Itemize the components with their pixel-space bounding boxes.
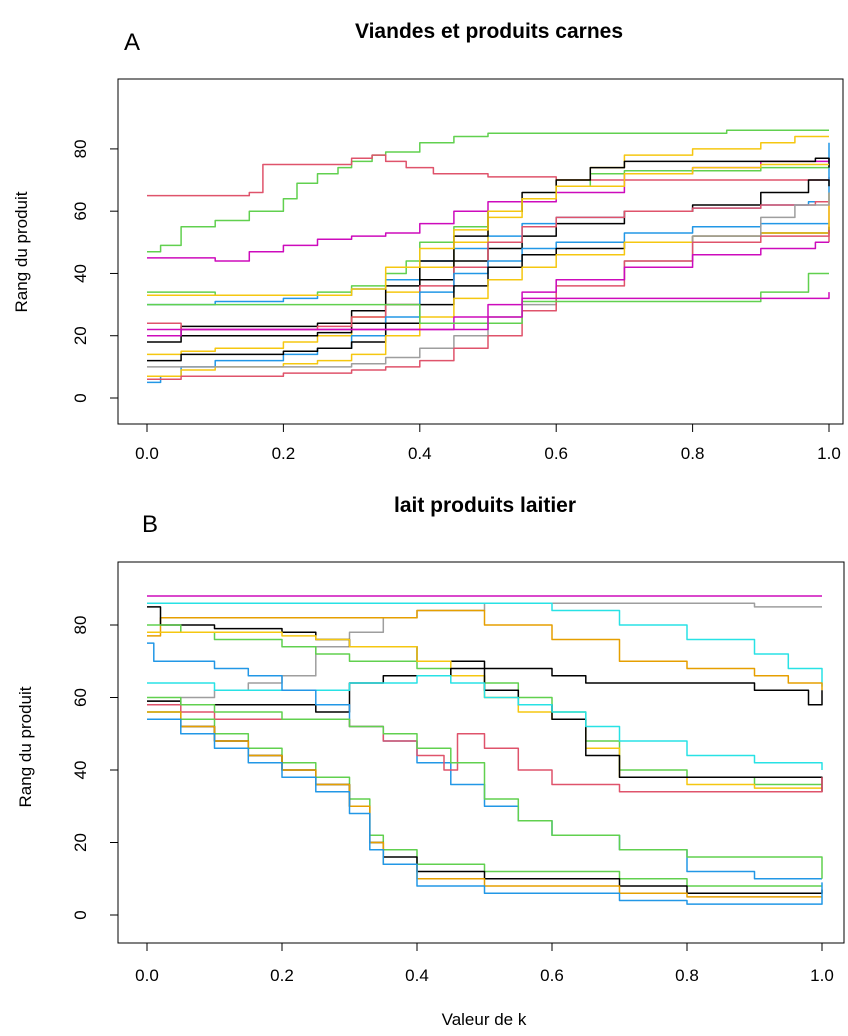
panel-b-series-line-8 xyxy=(147,667,823,792)
panel-b-series-line-12 xyxy=(147,696,823,879)
panel-a-letter: A xyxy=(124,29,140,56)
panel-b-x-tick-label: 0.2 xyxy=(270,966,294,985)
panel-a-series-line-17 xyxy=(147,272,829,325)
panel-a-series-line-7 xyxy=(147,157,830,337)
panel-b: B lait produits laitier 0.0 0.2 0.4 0.6 0.8 1… xyxy=(16,494,845,1029)
panel-a-y-tick-label: 60 xyxy=(71,202,90,221)
panel-a-title: Viandes et produits carnes xyxy=(355,20,623,43)
x-axis-title: Valeur de k xyxy=(442,1010,527,1029)
panel-b-x-tick-label: 0.6 xyxy=(540,966,564,985)
panel-b-x-tick-label: 0.8 xyxy=(675,966,699,985)
panel-a-series-line-6 xyxy=(147,135,829,356)
panel-b-x-axis: 0.0 0.2 0.4 0.6 0.8 1.0 xyxy=(135,942,834,985)
panel-b-y-tick-label: 20 xyxy=(71,833,90,852)
panel-a-series-line-2 xyxy=(147,154,830,197)
panel-a-x-tick-label: 1.0 xyxy=(817,444,841,463)
panel-b-series-line-11 xyxy=(147,704,823,793)
panel-a-series-line-1 xyxy=(147,129,829,253)
panel-a-y-axis-title: Rang du produit xyxy=(12,191,31,312)
panel-b-series-line-4 xyxy=(147,609,823,691)
panel-a-x-tick-label: 0.4 xyxy=(408,444,432,463)
panel-a-x-axis: 0.0 0.2 0.4 0.6 0.8 1.0 xyxy=(135,423,841,463)
panel-a-x-tick-label: 0.6 xyxy=(544,444,568,463)
panel-b-x-tick-label: 0.0 xyxy=(135,966,159,985)
panel-b-letter: B xyxy=(142,511,158,538)
panel-a-series-line-18 xyxy=(147,292,830,331)
panel-b-series-line-16 xyxy=(147,718,823,905)
panel-b-y-tick-label: 60 xyxy=(71,688,90,707)
panel-a-series-line-8 xyxy=(147,163,829,297)
panel-a-y-tick-label: 20 xyxy=(71,326,90,345)
panel-b-title: lait produits laitier xyxy=(394,494,576,517)
panel-a-x-tick-label: 0.0 xyxy=(135,444,159,463)
panel-b-y-tick-label: 0 xyxy=(71,910,90,919)
panel-b-x-tick-label: 1.0 xyxy=(810,966,834,985)
panel-b-x-tick-label: 0.4 xyxy=(405,966,429,985)
panel-b-series-group xyxy=(147,595,823,905)
panel-b-y-axis: 0 20 40 60 80 xyxy=(71,616,119,920)
panel-b-series-line-3 xyxy=(147,602,823,687)
panel-a-series-group xyxy=(147,129,830,384)
panel-a: A Viandes et produits carnes 0.0 0.2 0.4 0.… xyxy=(12,20,844,463)
panel-a-y-tick-label: 40 xyxy=(71,264,90,283)
panel-b-y-axis-title: Rang du produit xyxy=(16,686,35,807)
panel-a-x-tick-label: 0.8 xyxy=(681,444,705,463)
panel-a-y-axis: 0 20 40 60 80 xyxy=(71,139,119,403)
panel-b-y-tick-label: 80 xyxy=(71,616,90,635)
panel-a-y-tick-label: 0 xyxy=(71,393,90,402)
panel-b-y-tick-label: 40 xyxy=(71,761,90,780)
panel-a-x-tick-label: 0.2 xyxy=(272,444,296,463)
panel-a-y-tick-label: 80 xyxy=(71,139,90,158)
